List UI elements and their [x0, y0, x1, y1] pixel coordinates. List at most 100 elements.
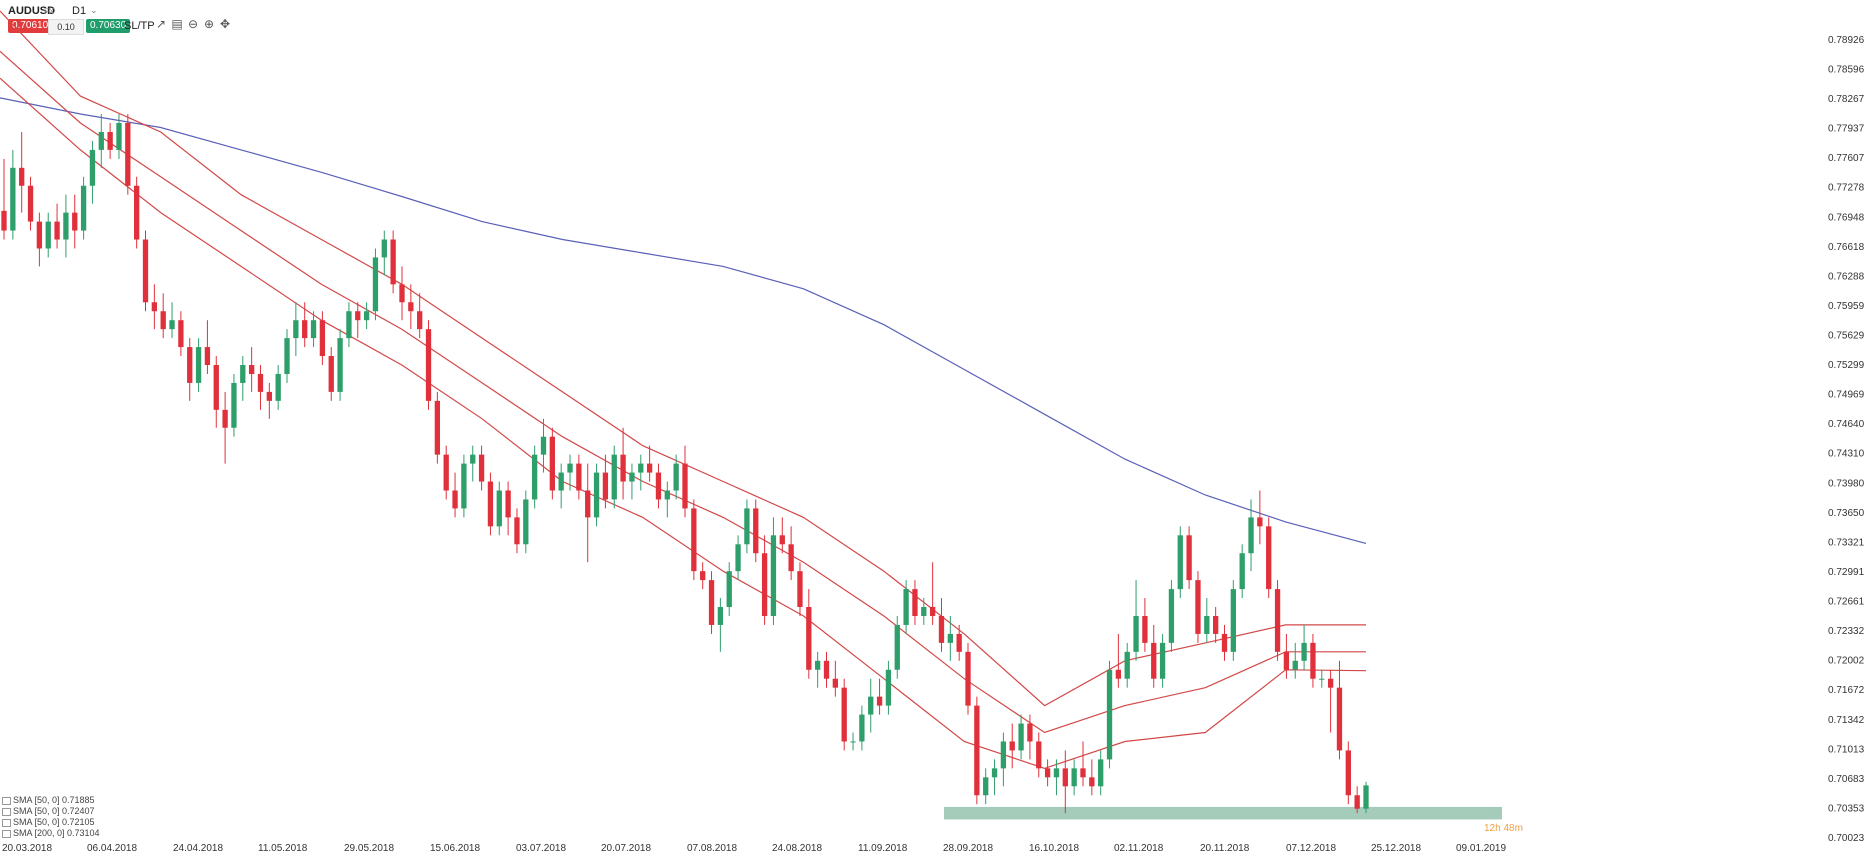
candle-body	[478, 454, 485, 482]
candle-body	[832, 678, 839, 688]
sell-price-button[interactable]: 0.70610	[8, 19, 53, 33]
candle-body	[425, 329, 432, 401]
candle-body	[1133, 615, 1139, 652]
zoom-in-icon[interactable]: ⊕	[203, 17, 215, 31]
y-tick-label: 0.75629	[1828, 331, 1865, 342]
symbol-label[interactable]: AUDUSD	[8, 5, 56, 17]
candle-body	[726, 571, 732, 608]
crosshair-icon[interactable]: ✥	[219, 17, 231, 31]
candle-body	[1159, 642, 1166, 679]
candles-icon[interactable]: ▤	[171, 17, 183, 31]
candle-body	[443, 454, 449, 491]
candle-body	[337, 338, 343, 392]
candle-body	[1327, 678, 1334, 688]
y-tick-label: 0.73980	[1828, 478, 1865, 489]
legend-item[interactable]: SMA [200, 0] 0.73104	[2, 828, 100, 839]
candle-body	[956, 633, 962, 652]
candle-body	[1257, 517, 1263, 527]
buy-price-button[interactable]: 0.70630	[86, 19, 131, 33]
candle-body	[142, 239, 149, 303]
y-tick-label: 0.73321	[1828, 537, 1865, 548]
y-tick-label: 0.78596	[1828, 65, 1865, 76]
sma-envelope-upper-line	[0, 10, 1366, 707]
candle-body	[328, 356, 334, 392]
y-tick-label: 0.74310	[1828, 449, 1865, 460]
candle-body	[903, 589, 909, 625]
candle-body	[63, 212, 69, 240]
candle-body	[257, 373, 264, 392]
legend-item[interactable]: SMA [50, 0] 0.72105	[2, 817, 95, 828]
candle-body	[1000, 741, 1007, 769]
candle-body	[1115, 669, 1122, 679]
y-tick-label: 0.70023	[1828, 833, 1865, 844]
candle-body	[646, 463, 653, 473]
candle-body	[72, 212, 78, 231]
candle-body	[806, 607, 812, 670]
candle-body	[983, 777, 989, 796]
legend-item[interactable]: SMA [50, 0] 0.71885	[2, 795, 95, 806]
candle-body	[1345, 750, 1351, 796]
candle-body	[1292, 660, 1298, 670]
candle-body	[461, 463, 467, 509]
sltp-button[interactable]: SL/TP	[124, 20, 155, 32]
candle-body	[151, 302, 158, 312]
candle-body	[593, 472, 600, 518]
candle-body	[319, 320, 326, 357]
candle-body	[1248, 517, 1254, 554]
candle-body	[363, 311, 370, 321]
candle-body	[134, 185, 140, 240]
candle-body	[531, 454, 538, 500]
candle-body	[381, 239, 387, 258]
candle-body	[1053, 768, 1060, 778]
x-tick-label: 24.08.2018	[772, 843, 822, 854]
candle-body	[27, 185, 34, 222]
candle-body	[1204, 615, 1210, 634]
candle-body	[1301, 642, 1307, 661]
candle-body	[275, 373, 281, 401]
candle-body	[231, 382, 237, 428]
candle-body	[80, 185, 87, 231]
y-tick-label: 0.77937	[1828, 124, 1865, 135]
candle-body	[744, 508, 750, 545]
candle-body	[735, 544, 741, 572]
candle-body	[974, 705, 980, 796]
candle-body	[505, 490, 511, 518]
candle-body	[1195, 580, 1201, 634]
volume-input[interactable]: 0.10	[48, 19, 84, 35]
candle-body	[408, 302, 414, 312]
candle-body	[248, 365, 255, 374]
candle-body	[346, 311, 352, 339]
x-tick-label: 20.03.2018	[2, 843, 52, 854]
candle-body	[417, 311, 423, 330]
candle-body	[1142, 615, 1148, 643]
legend-item[interactable]: SMA [50, 0] 0.72407	[2, 806, 95, 817]
candle-body	[10, 167, 16, 231]
timeframe-selector[interactable]: D1	[72, 5, 87, 17]
candle-body	[576, 463, 582, 491]
candle-body	[355, 311, 361, 321]
candle-body	[1274, 589, 1281, 652]
y-tick-label: 0.72661	[1828, 597, 1865, 608]
market-label: FX	[44, 7, 55, 16]
candle-body	[585, 490, 591, 518]
candle-body	[1044, 768, 1051, 778]
candle-body	[1168, 589, 1175, 643]
candle-body	[1009, 741, 1015, 751]
candle-body	[682, 463, 688, 509]
candle-body	[372, 257, 379, 312]
y-tick-label: 0.72332	[1828, 626, 1865, 637]
y-tick-label: 0.70353	[1828, 803, 1865, 814]
chevron-down-icon[interactable]: ⌄	[90, 5, 98, 15]
candle-body	[222, 409, 228, 428]
candle-body	[567, 463, 573, 473]
y-tick-label: 0.72991	[1828, 567, 1865, 578]
zoom-out-icon[interactable]: ⊖	[187, 17, 199, 31]
candle-body	[1124, 651, 1130, 679]
candle-body	[540, 436, 547, 455]
line-chart-icon[interactable]: ↗	[155, 17, 167, 31]
candle-body	[797, 571, 803, 608]
candle-body	[434, 400, 441, 455]
candle-body	[1098, 759, 1104, 787]
countdown-label: 12h 48m	[1484, 823, 1523, 834]
